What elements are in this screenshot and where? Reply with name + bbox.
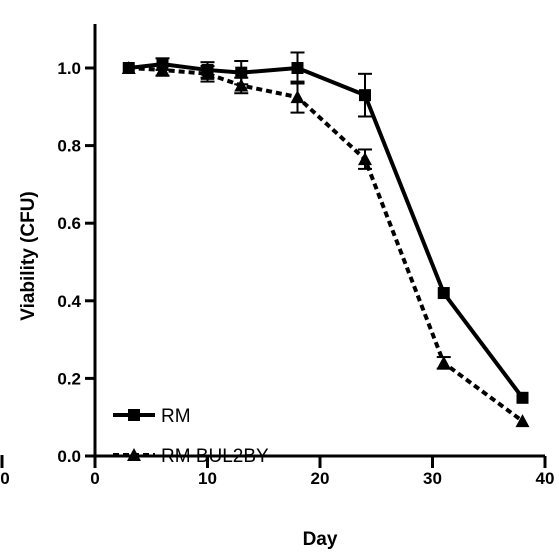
data-point-square	[437, 287, 450, 300]
x-tick-label: 20	[311, 469, 330, 488]
data-point-triangle	[121, 61, 136, 74]
data-point-triangle	[200, 66, 215, 80]
y-tick-label: 1.0	[57, 59, 81, 78]
legend-marker-rm-bul2by	[127, 448, 141, 461]
x-tick-label: 10	[198, 469, 217, 488]
y-axis-title: Viability (CFU)	[18, 191, 39, 321]
y-ticks: 0.0 0.2 0.4 0.6 0.8 1.0	[57, 59, 95, 466]
series-layer	[121, 51, 530, 428]
cropped-tick-label: 0	[0, 469, 9, 488]
series-line	[128, 62, 525, 400]
y-tick-label: 0.6	[57, 214, 81, 233]
data-point-square	[235, 66, 248, 79]
data-point-square	[291, 62, 304, 74]
data-point-square	[359, 89, 371, 102]
data-point-triangle	[234, 78, 249, 92]
series-line	[128, 66, 524, 423]
x-tick-label: 40	[536, 469, 555, 488]
data-point-triangle	[515, 414, 530, 428]
x-axis-title: Day	[303, 529, 338, 550]
y-tick-label: 0.8	[57, 137, 81, 156]
legend: RM RM BUL2BY	[113, 406, 269, 467]
data-point-square	[516, 391, 529, 404]
y-tick-label: 0.0	[57, 447, 81, 466]
x-tick-label: 0	[90, 469, 99, 488]
legend-label-rm-bul2by: RM BUL2BY	[161, 446, 269, 467]
data-point-triangle	[436, 355, 451, 369]
x-ticks: 0 10 20 30 40	[90, 456, 554, 488]
series-rm	[122, 51, 529, 404]
y-tick-label: 0.2	[57, 369, 81, 388]
legend-marker-rm	[128, 409, 140, 421]
legend-label-rm: RM	[161, 406, 191, 427]
data-point-triangle	[358, 152, 372, 166]
data-point-triangle	[290, 90, 305, 104]
y-tick-label: 0.4	[57, 292, 81, 311]
series-rm-bul2by	[121, 61, 530, 428]
x-tick-label: 30	[423, 469, 442, 488]
data-point-triangle	[155, 62, 170, 76]
